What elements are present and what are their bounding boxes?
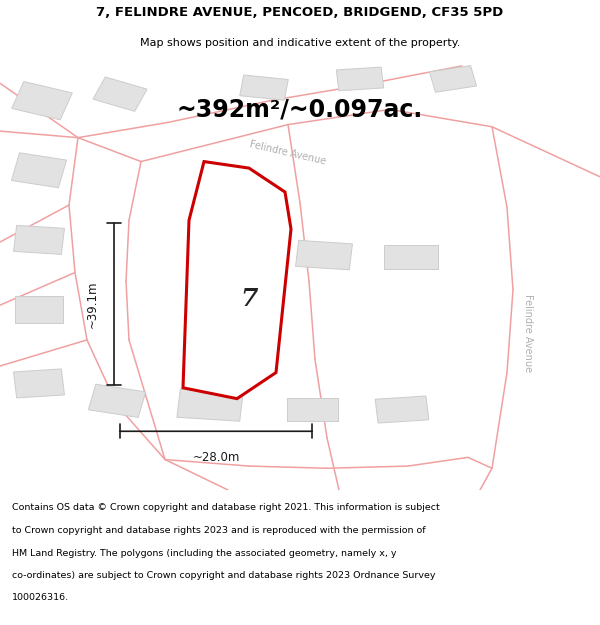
Polygon shape: [93, 77, 147, 111]
Polygon shape: [15, 296, 63, 322]
Polygon shape: [375, 396, 429, 423]
Text: Map shows position and indicative extent of the property.: Map shows position and indicative extent…: [140, 38, 460, 48]
Text: 7, FELINDRE AVENUE, PENCOED, BRIDGEND, CF35 5PD: 7, FELINDRE AVENUE, PENCOED, BRIDGEND, C…: [97, 6, 503, 19]
Polygon shape: [287, 398, 337, 421]
Text: Felindre Avenue: Felindre Avenue: [249, 139, 327, 166]
Polygon shape: [12, 81, 72, 120]
Polygon shape: [384, 245, 438, 269]
Text: to Crown copyright and database rights 2023 and is reproduced with the permissio: to Crown copyright and database rights 2…: [12, 526, 425, 535]
Text: ~28.0m: ~28.0m: [193, 451, 239, 464]
Text: Felindre Avenue: Felindre Avenue: [523, 294, 533, 372]
Polygon shape: [430, 66, 476, 92]
Polygon shape: [88, 384, 146, 418]
Text: ~39.1m: ~39.1m: [86, 280, 99, 328]
Polygon shape: [14, 226, 64, 254]
Text: co-ordinates) are subject to Crown copyright and database rights 2023 Ordnance S: co-ordinates) are subject to Crown copyr…: [12, 571, 436, 580]
Text: 7: 7: [241, 287, 257, 311]
Polygon shape: [11, 153, 67, 188]
Text: ~392m²/~0.097ac.: ~392m²/~0.097ac.: [177, 98, 423, 121]
Text: HM Land Registry. The polygons (including the associated geometry, namely x, y: HM Land Registry. The polygons (includin…: [12, 549, 397, 558]
Text: Contains OS data © Crown copyright and database right 2021. This information is : Contains OS data © Crown copyright and d…: [12, 504, 440, 512]
Polygon shape: [14, 369, 64, 398]
Text: 100026316.: 100026316.: [12, 594, 69, 602]
Polygon shape: [337, 67, 383, 91]
Polygon shape: [240, 75, 288, 100]
Polygon shape: [177, 389, 243, 421]
Polygon shape: [183, 162, 291, 399]
Polygon shape: [296, 241, 352, 270]
